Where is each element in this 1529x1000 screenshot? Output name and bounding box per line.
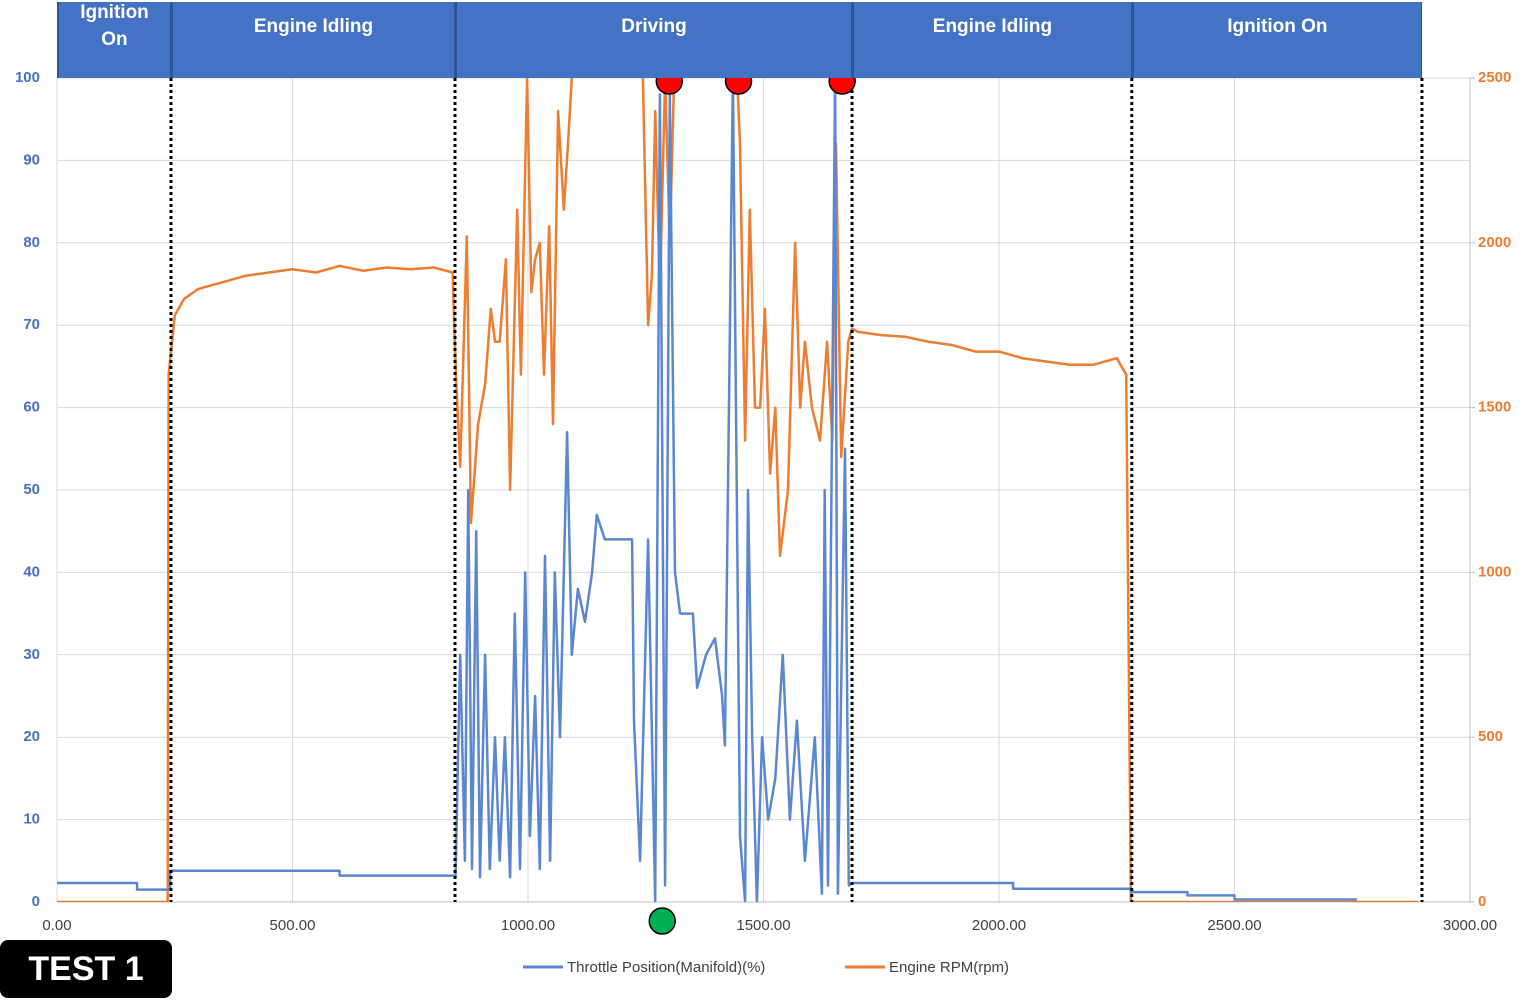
phase-label: Driving <box>454 2 853 78</box>
y-tick-label: 0 <box>32 893 40 910</box>
phase-label: Ignition On <box>1131 2 1422 78</box>
x-tick-label: 0.00 <box>42 917 71 934</box>
y-tick-label: 30 <box>23 646 40 663</box>
test-badge: TEST 1 <box>0 940 172 998</box>
y-tick-label: 90 <box>23 151 40 168</box>
y-tick-label: 80 <box>23 234 40 251</box>
y-tick-label: 100 <box>15 69 40 86</box>
x-tick-label: 500.00 <box>270 917 316 934</box>
y-tick-label: 50 <box>23 481 40 498</box>
y-tick-label: 20 <box>23 728 40 745</box>
series-line <box>57 78 1419 902</box>
plot-area <box>57 78 1419 902</box>
phase-label: Ignition On <box>57 2 171 78</box>
phase-label: Engine Idling <box>170 2 455 78</box>
y-tick-label: 40 <box>23 563 40 580</box>
phase-label: Engine Idling <box>852 2 1132 78</box>
y-tick-label: 10 <box>23 811 40 828</box>
y2-tick-label: 1000 <box>1478 563 1511 580</box>
x-tick-label: 3000.00 <box>1443 917 1497 934</box>
y2-tick-label: 1500 <box>1478 399 1511 416</box>
series-line <box>57 78 1357 902</box>
y-tick-label: 60 <box>23 399 40 416</box>
x-tick-label: 1000.00 <box>501 917 555 934</box>
y2-tick-label: 2500 <box>1478 69 1511 86</box>
x-tick-label: 2500.00 <box>1207 917 1261 934</box>
x-tick-label: 2000.00 <box>972 917 1026 934</box>
legend-label: Throttle Position(Manifold)(%) <box>567 959 765 976</box>
x-tick-label: 1500.00 <box>736 917 790 934</box>
legend-label: Engine RPM(rpm) <box>889 959 1009 976</box>
y-tick-label: 70 <box>23 316 40 333</box>
y2-tick-label: 500 <box>1478 728 1503 745</box>
y2-tick-label: 0 <box>1478 893 1486 910</box>
y2-tick-label: 2000 <box>1478 234 1511 251</box>
event-marker <box>648 907 676 935</box>
